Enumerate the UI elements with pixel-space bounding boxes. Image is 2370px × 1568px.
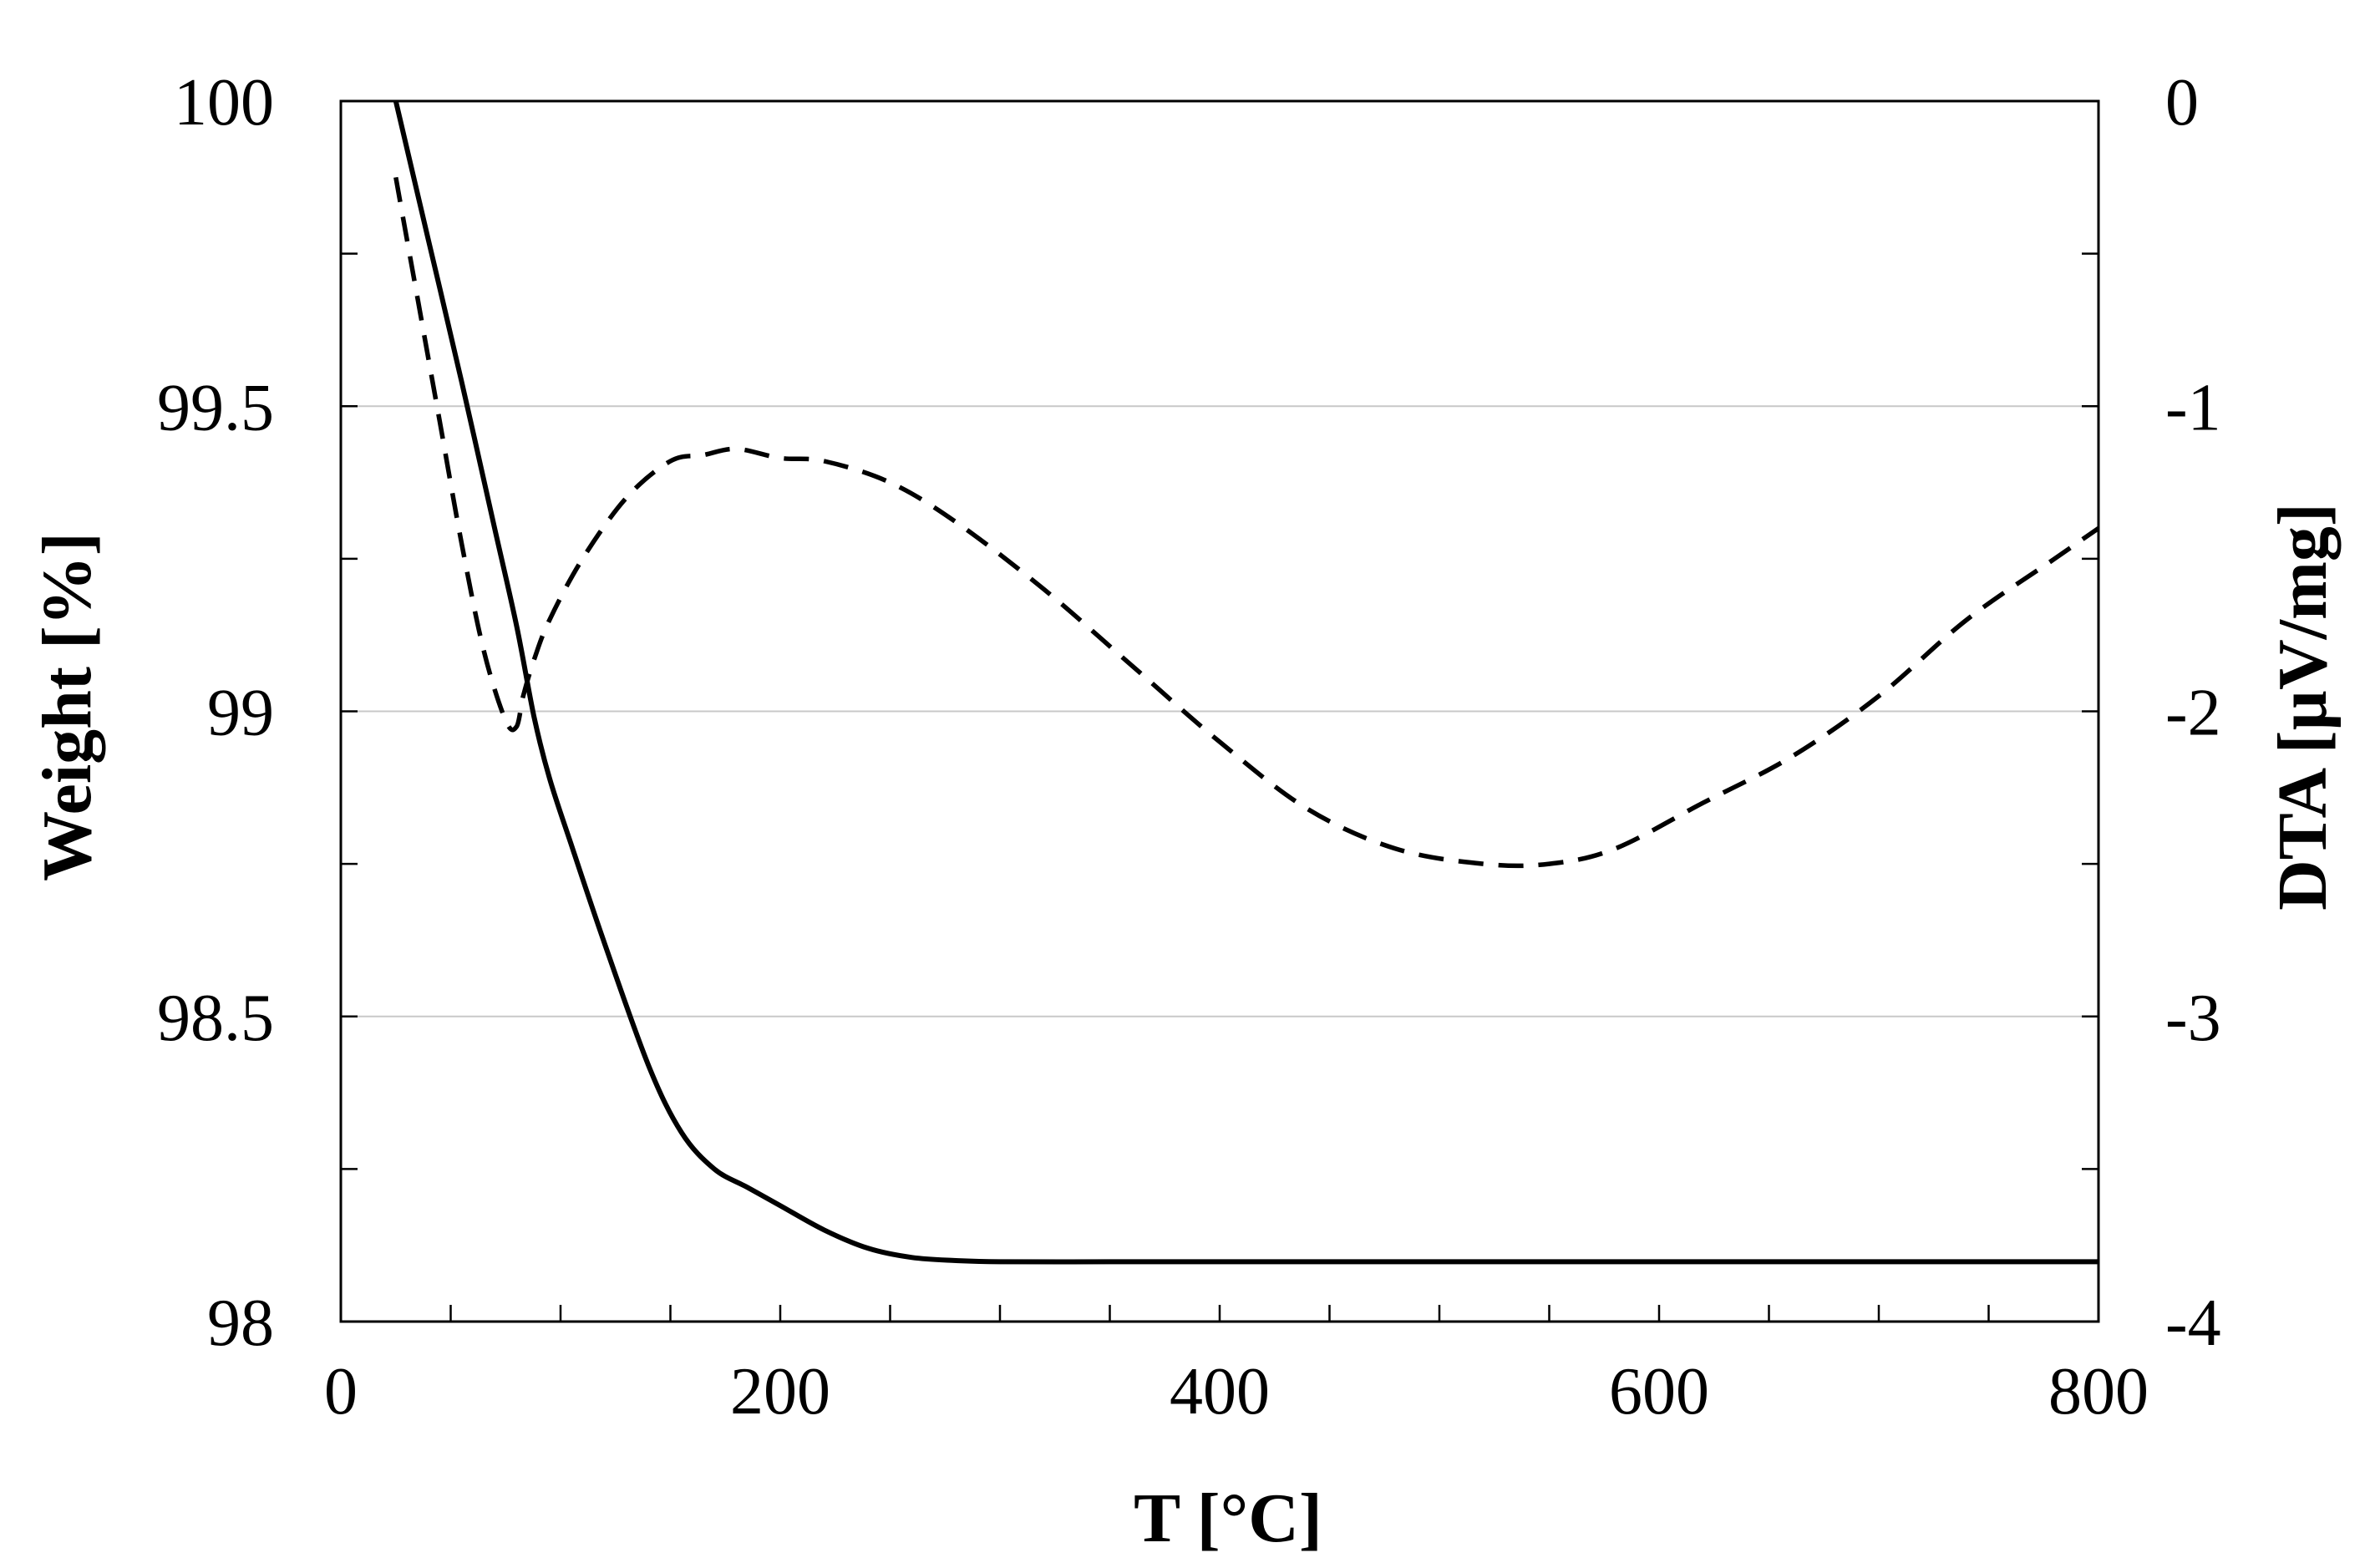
- y-left-tick-label: 99: [207, 677, 274, 750]
- x-tick-label: 800: [2048, 1355, 2149, 1428]
- x-tick-label: 400: [1170, 1355, 1270, 1428]
- y-left-tick-label: 100: [174, 66, 274, 140]
- x-tick-label: 600: [1609, 1355, 1709, 1428]
- series-dta-line: [393, 176, 2100, 869]
- series-weight-line: [393, 100, 2098, 1265]
- x-tick-label: 200: [730, 1355, 830, 1428]
- x-tick-label: 0: [324, 1355, 358, 1428]
- series-layer: [393, 100, 2100, 1265]
- y-left-tick-label: 98: [207, 1286, 274, 1360]
- x-axis-title: T [°C]: [1134, 1479, 1322, 1557]
- grid-lines: [341, 405, 2098, 1017]
- y-right-tick-label: -4: [2165, 1286, 2221, 1360]
- y-right-tick-label: -3: [2165, 982, 2221, 1055]
- y-axis-left-title: Weight [%]: [28, 532, 106, 881]
- tick-labels: 0 200 400 600 800 98 98.5 99 99.5 100 -4 -3 -2 -1 0: [157, 66, 2221, 1428]
- y-right-tick-label: -2: [2165, 677, 2221, 750]
- y-left-tick-label: 98.5: [157, 982, 274, 1055]
- y-left-tick-label: 99.5: [157, 371, 274, 444]
- y-axis-right-title: DTA [µV/mg]: [2264, 503, 2342, 911]
- y-right-tick-label: 0: [2165, 66, 2199, 140]
- tick-marks: [339, 99, 2100, 1323]
- y-right-tick-label: -1: [2165, 371, 2221, 444]
